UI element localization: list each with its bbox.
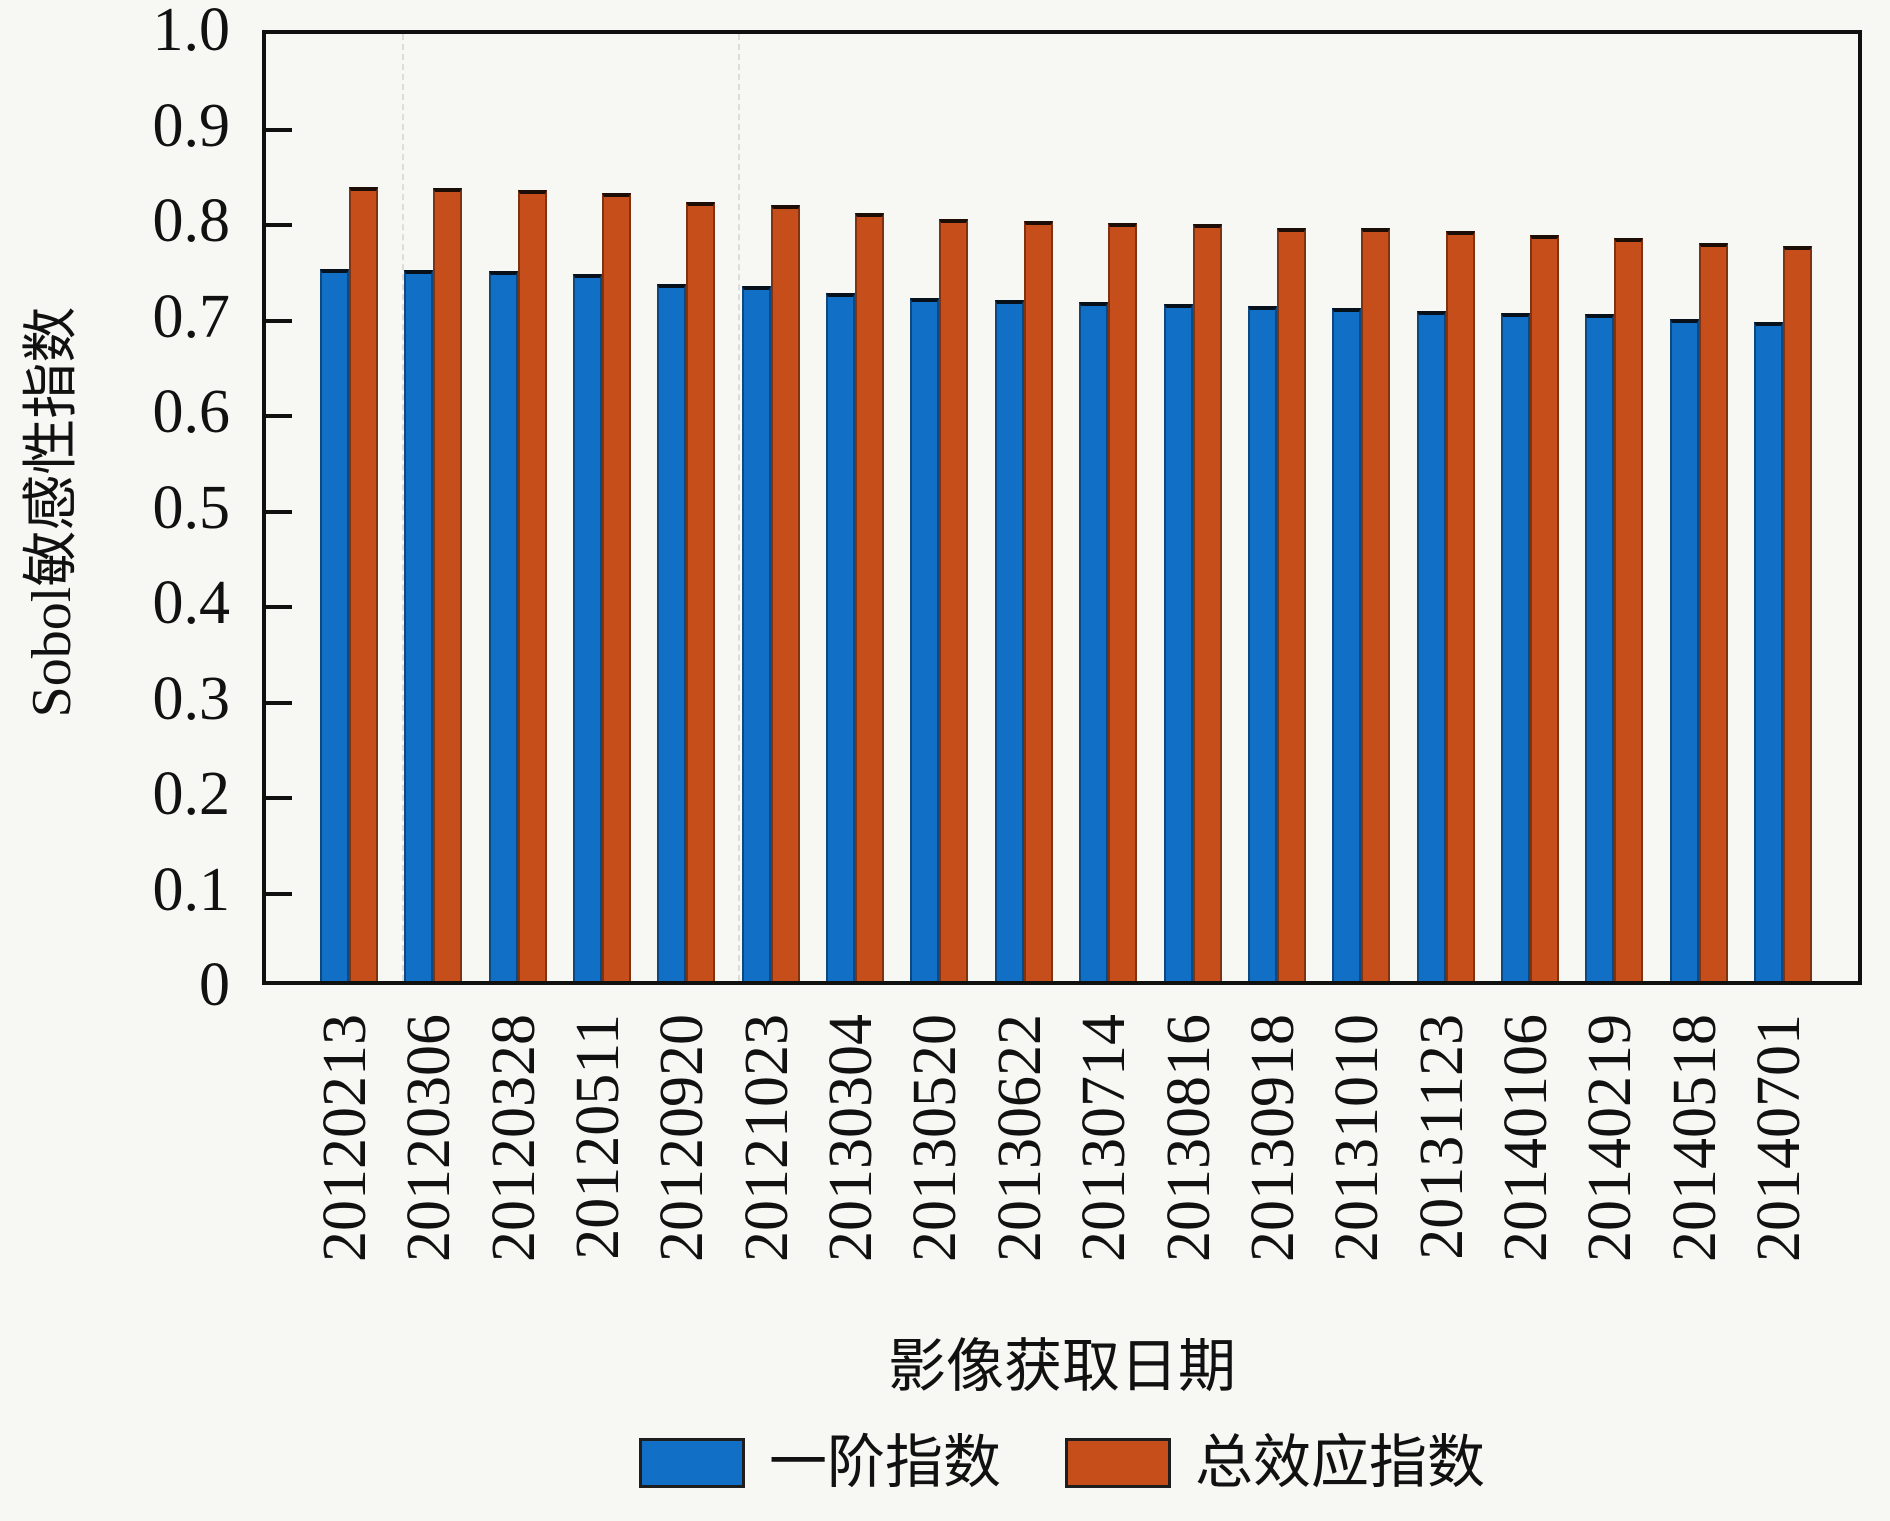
legend: 一阶指数 总效应指数 <box>262 1434 1862 1492</box>
bar-total-effect <box>1529 235 1559 981</box>
bar-first-order <box>1332 307 1362 981</box>
bar-total-effect <box>770 204 800 981</box>
y-tick-mark <box>266 127 292 132</box>
y-tick-mark <box>266 605 292 609</box>
plot-canvas <box>266 34 1858 981</box>
x-tick-label-text: 20130304 <box>817 1014 886 1262</box>
x-tick-label-text: 20121023 <box>732 1014 801 1262</box>
x-tick-label-text: 20130816 <box>1154 1014 1223 1262</box>
y-tick-label: 1.0 <box>152 0 231 64</box>
legend-item-first-order: 一阶指数 <box>638 1430 1001 1495</box>
faint-dashed-gridline <box>402 34 404 981</box>
y-tick-label: 0.3 <box>152 664 231 733</box>
bar-total-effect <box>1445 231 1475 981</box>
bar-total-effect <box>433 188 463 981</box>
faint-dashed-gridline <box>738 34 740 981</box>
bar-first-order <box>1163 303 1193 981</box>
bar-first-order <box>657 283 687 981</box>
x-tick-label-text: 20140701 <box>1745 1014 1813 1262</box>
x-tick-label-text: 20140219 <box>1576 1014 1645 1262</box>
y-tick-label: 0.5 <box>152 473 231 542</box>
bar-first-order <box>910 298 940 981</box>
y-tick-label: 0.8 <box>152 187 231 255</box>
y-tick-label: 0.6 <box>152 378 231 446</box>
y-tick-label: 0.2 <box>152 760 231 828</box>
y-tick-mark <box>266 318 292 323</box>
x-tick-label-text: 20130714 <box>1070 1014 1139 1262</box>
bar-first-order <box>573 274 603 981</box>
plot-area <box>262 30 1862 985</box>
bar-first-order <box>1247 305 1277 981</box>
x-tick-label-text: 20120213 <box>311 1014 379 1262</box>
y-tick-label: 0.4 <box>152 569 231 637</box>
y-tick-mark <box>266 700 292 705</box>
bar-total-effect <box>349 187 378 981</box>
x-tick-label-text: 20120328 <box>479 1014 548 1262</box>
x-tick-label-text: 20130520 <box>901 1014 970 1262</box>
bar-total-effect <box>1023 220 1053 981</box>
bar-total-effect <box>1276 227 1306 981</box>
y-tick-label: 0.1 <box>152 855 231 924</box>
bar-first-order <box>994 300 1024 981</box>
bar-first-order <box>1585 314 1615 981</box>
legend-swatch-first-order <box>638 1438 745 1488</box>
legend-label-first-order: 一阶指数 <box>768 1430 1001 1495</box>
bar-total-effect <box>855 213 885 981</box>
y-tick-label: 0.7 <box>152 282 231 351</box>
legend-label-total-effect: 总效应指数 <box>1195 1430 1486 1495</box>
bar-total-effect <box>1108 222 1138 981</box>
x-axis-title: 影像获取日期 <box>887 1334 1236 1399</box>
y-tick-label: 0 <box>199 951 230 1019</box>
y-tick-mark <box>266 414 292 418</box>
x-tick-label-text: 20120306 <box>395 1014 464 1262</box>
legend-item-total-effect: 总效应指数 <box>1065 1434 1485 1492</box>
bar-first-order <box>741 285 771 981</box>
x-tick-label-text: 20130918 <box>1238 1014 1307 1262</box>
legend-swatch-total-effect <box>1065 1438 1171 1488</box>
bar-total-effect <box>517 190 547 981</box>
bar-first-order <box>1754 322 1783 981</box>
x-tick-label-text: 20120511 <box>564 1014 633 1260</box>
bar-first-order <box>1416 310 1446 981</box>
bar-first-order <box>1500 312 1530 981</box>
bar-total-effect <box>1698 242 1728 981</box>
bar-first-order <box>1669 319 1699 981</box>
bar-total-effect <box>1783 245 1812 981</box>
bar-first-order <box>320 268 349 981</box>
x-tick-label-text: 20120920 <box>648 1014 717 1262</box>
x-tick-label-text: 20140518 <box>1660 1014 1729 1262</box>
y-tick-mark <box>266 509 292 514</box>
y-tick-mark <box>266 796 292 800</box>
bar-total-effect <box>939 218 969 981</box>
bar-total-effect <box>1614 238 1644 981</box>
x-tick-label-text: 20131123 <box>1407 1014 1476 1260</box>
bar-total-effect <box>1361 228 1391 981</box>
bar-total-effect <box>686 201 716 981</box>
y-tick-mark <box>266 891 292 896</box>
bar-first-order <box>1079 302 1109 981</box>
x-tick-label: 20140701 <box>1745 1014 1890 1262</box>
y-tick-label: 0.9 <box>152 91 231 160</box>
bar-total-effect <box>1192 223 1222 981</box>
x-tick-label-text: 20131010 <box>1323 1014 1392 1262</box>
x-tick-label-text: 20140106 <box>1491 1014 1560 1262</box>
bar-first-order <box>404 270 434 981</box>
x-tick-label-text: 20130622 <box>985 1014 1054 1262</box>
y-tick-mark <box>266 223 292 227</box>
bar-first-order <box>826 293 856 981</box>
bar-total-effect <box>602 193 632 981</box>
bar-first-order <box>488 271 518 981</box>
